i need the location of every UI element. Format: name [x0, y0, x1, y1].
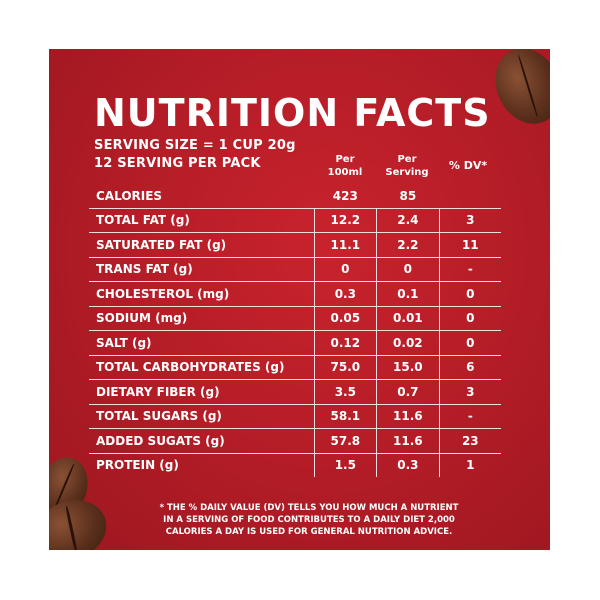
value-per-serving: 11.6: [376, 403, 440, 429]
coffee-bean-top-right: [483, 49, 550, 135]
table-row: DIETARY FIBER (g) 3.5 0.7 3: [89, 379, 501, 404]
value-per-100ml: 0.3: [313, 281, 377, 306]
value-per-100ml: 0.12: [313, 330, 377, 355]
value-dv: 23: [438, 428, 501, 453]
nutrient-label: TOTAL SUGARS (g): [89, 403, 315, 429]
column-header-per-100ml-line1: Per: [335, 154, 355, 165]
value-dv: 0: [438, 281, 501, 306]
value-per-100ml: 11.1: [313, 232, 377, 257]
table-row: ADDED SUGATS (g) 57.8 11.6 23: [89, 428, 501, 453]
value-per-100ml: 57.8: [313, 428, 377, 453]
value-per-100ml: 12.2: [313, 207, 377, 233]
table-row: TOTAL SUGARS (g) 58.1 11.6 -: [89, 403, 501, 429]
value-dv: -: [438, 403, 501, 429]
nutrient-label: DIETARY FIBER (g): [89, 379, 315, 404]
nutrient-label: TOTAL FAT (g): [89, 207, 315, 233]
footnote-line-3: CALORIES A DAY IS USED FOR GENERAL NUTRI…: [165, 527, 453, 537]
nutrient-label: ADDED SUGATS (g): [89, 428, 315, 453]
value-per-serving: 85: [399, 188, 417, 203]
value-per-100ml: 0: [313, 256, 377, 282]
nutrient-label: SODIUM (mg): [89, 305, 315, 331]
value-per-100ml: 423: [332, 188, 358, 203]
value-per-serving: 11.6: [376, 428, 440, 453]
nutrition-panel: NUTRITION FACTS SERVING SIZE = 1 CUP 20g…: [49, 49, 550, 550]
nutrient-label: CALORIES: [96, 188, 163, 203]
column-header-per-serving: Per Serving: [376, 153, 438, 179]
value-per-serving: 15.0: [376, 354, 440, 380]
table-row: CHOLESTEROL (mg) 0.3 0.1 0: [89, 281, 501, 306]
value-dv: 3: [438, 207, 501, 233]
nutrition-table: CALORIES 423 85 TOTAL FAT (g) 12.2 2.4 3…: [89, 184, 501, 477]
value-per-100ml: 75.0: [313, 354, 377, 380]
footnote-line-2: IN A SERVING OF FOOD CONTRIBUTES TO A DA…: [163, 515, 455, 525]
value-per-serving: 0.7: [376, 379, 440, 404]
nutrient-label: TOTAL CARBOHYDRATES (g): [89, 354, 315, 380]
value-dv: 6: [438, 354, 501, 380]
value-per-serving: 0.02: [376, 330, 440, 355]
table-row: SALT (g) 0.12 0.02 0: [89, 330, 501, 355]
table-row: SODIUM (mg) 0.05 0.01 0: [89, 305, 501, 331]
footnote-line-1: * THE % DAILY VALUE (DV) TELLS YOU HOW M…: [159, 503, 459, 513]
column-header-per-100ml-line2: 100ml: [327, 167, 363, 178]
column-header-per-serving-line2: Serving: [385, 167, 429, 178]
nutrient-label: PROTEIN (g): [89, 452, 315, 477]
table-row: CALORIES 423 85: [89, 184, 501, 208]
dv-footnote: * THE % DAILY VALUE (DV) TELLS YOU HOW M…: [109, 502, 509, 538]
value-per-100ml: 58.1: [313, 403, 377, 429]
value-per-100ml: 1.5: [313, 452, 377, 477]
value-dv: 1: [438, 452, 501, 477]
value-dv: 0: [438, 305, 501, 331]
column-header-per-serving-line1: Per: [397, 154, 417, 165]
nutrient-label: SATURATED FAT (g): [89, 232, 315, 257]
value-per-serving: 0: [376, 256, 440, 282]
nutrient-label: TRANS FAT (g): [89, 256, 315, 282]
value-dv: 3: [438, 379, 501, 404]
value-per-serving: 0.01: [376, 305, 440, 331]
table-row: TRANS FAT (g) 0 0 -: [89, 256, 501, 282]
servings-per-pack: 12 SERVING PER PACK: [94, 156, 261, 171]
column-header-per-100ml: Per 100ml: [314, 153, 376, 179]
column-header-dv: % DV*: [448, 159, 488, 172]
table-row: TOTAL CARBOHYDRATES (g) 75.0 15.0 6: [89, 354, 501, 380]
value-dv: -: [438, 256, 501, 282]
value-per-serving: 2.4: [376, 207, 440, 233]
nutrient-label: CHOLESTEROL (mg): [89, 281, 315, 306]
nutrient-label: SALT (g): [89, 330, 315, 355]
value-dv: 11: [438, 232, 501, 257]
value-per-100ml: 3.5: [313, 379, 377, 404]
value-per-serving: 2.2: [376, 232, 440, 257]
table-row: TOTAL FAT (g) 12.2 2.4 3: [89, 207, 501, 233]
value-per-serving: 0.1: [376, 281, 440, 306]
serving-size: SERVING SIZE = 1 CUP 20g: [94, 138, 296, 153]
value-dv: 0: [438, 330, 501, 355]
page-title: NUTRITION FACTS: [94, 91, 491, 135]
value-per-100ml: 0.05: [313, 305, 377, 331]
table-row: SATURATED FAT (g) 11.1 2.2 11: [89, 232, 501, 257]
value-per-serving: 0.3: [376, 452, 440, 477]
table-row: PROTEIN (g) 1.5 0.3 1: [89, 452, 501, 477]
value-dv: [439, 184, 501, 208]
